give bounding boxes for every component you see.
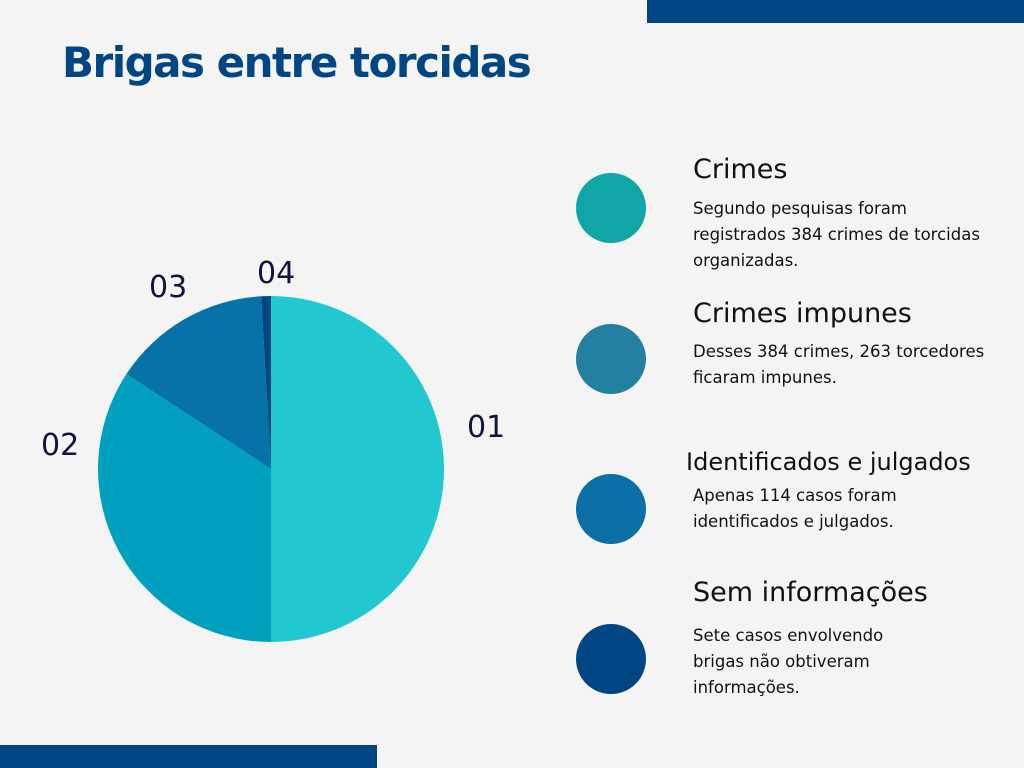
legend-desc-sem-informacoes: Sete casos envolvendo brigas não obtiver…: [693, 626, 884, 697]
legend-dot-crimes: [576, 173, 646, 243]
legend-title-crimes-impunes: Crimes impunes: [693, 298, 912, 329]
bottom-accent-bar: [0, 745, 377, 768]
slice-label-04: 04: [257, 256, 296, 291]
pie-slice-03: [126, 296, 271, 469]
legend-title-sem-informacoes: Sem informações: [693, 577, 928, 608]
pie-slice-04: [261, 296, 271, 469]
legend-dot-crimes-impunes: [576, 324, 646, 394]
legend-desc-crimes-impunes: Desses 384 crimes, 263 torcedores ficara…: [693, 342, 985, 387]
legend-title-identificados: Identificados e julgados: [686, 448, 971, 476]
slice-label-02: 02: [41, 428, 80, 463]
top-accent-bar: [647, 0, 1024, 23]
legend-dot-identificados: [576, 474, 646, 544]
pie-slice-02: [97, 374, 271, 642]
slice-label-03: 03: [149, 270, 188, 305]
slice-label-01: 01: [467, 410, 506, 445]
legend-title-crimes: Crimes: [693, 154, 788, 185]
legend-dot-sem-informacoes: [576, 624, 646, 694]
legend-desc-crimes: Segundo pesquisas foram registrados 384 …: [693, 199, 980, 270]
pie-slice-01: [271, 296, 444, 642]
legend-desc-identificados: Apenas 114 casos foram identificados e j…: [693, 486, 897, 531]
page-title: Brigas entre torcidas: [62, 38, 532, 87]
